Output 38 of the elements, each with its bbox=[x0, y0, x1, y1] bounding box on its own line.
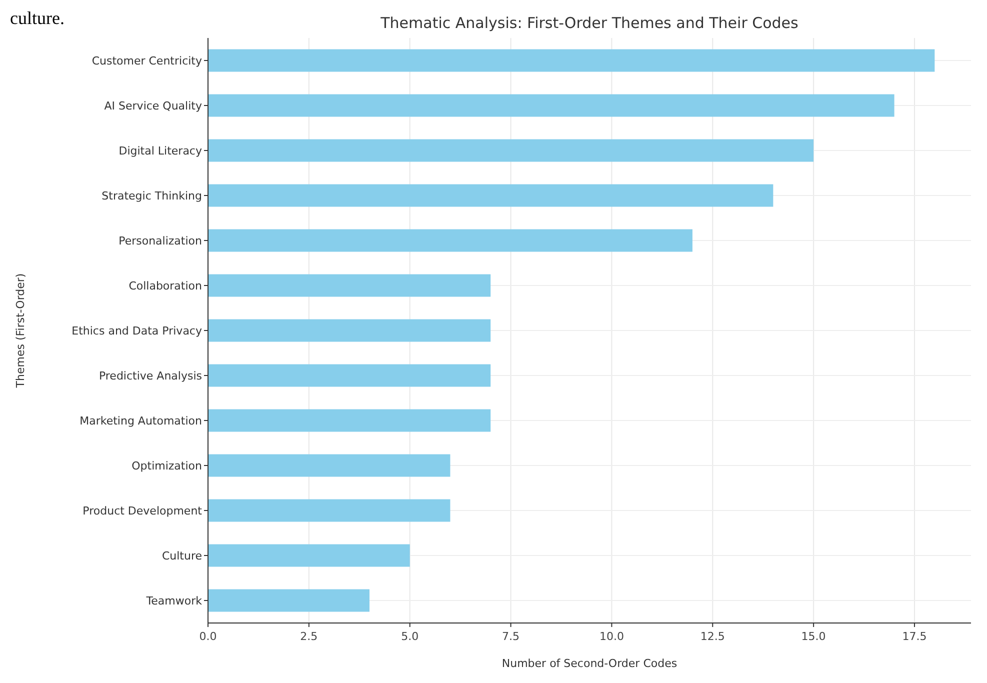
y-tick-label: Customer Centricity bbox=[92, 54, 202, 68]
bar bbox=[208, 364, 491, 387]
x-tick-label: 15.0 bbox=[801, 630, 826, 643]
x-tick-label: 5.0 bbox=[401, 630, 419, 643]
x-tick-label: 2.5 bbox=[300, 630, 318, 643]
bar bbox=[208, 139, 814, 162]
bar bbox=[208, 229, 692, 252]
y-tick-label: Predictive Analysis bbox=[98, 370, 202, 382]
x-tick-label: 7.5 bbox=[502, 630, 520, 643]
x-axis-title: Number of Second-Order Codes bbox=[502, 657, 678, 670]
y-tick-label: AI Service Quality bbox=[104, 100, 202, 112]
chart-title: Thematic Analysis: First-Order Themes and Their Codes bbox=[380, 14, 799, 32]
y-tick-label: Optimization bbox=[132, 460, 202, 472]
y-tick-label: Marketing Automation bbox=[80, 414, 202, 428]
bar bbox=[208, 94, 894, 117]
y-tick-label: Collaboration bbox=[128, 280, 202, 292]
bar bbox=[208, 454, 450, 477]
y-axis-title: Themes (First-Order) bbox=[14, 273, 27, 389]
bar bbox=[208, 589, 370, 612]
x-tick-label: 12.5 bbox=[700, 630, 725, 643]
text: culture. bbox=[10, 8, 64, 28]
bar bbox=[208, 49, 935, 72]
x-tick-label: 10.0 bbox=[599, 630, 624, 643]
bar bbox=[208, 274, 491, 297]
bar bbox=[208, 184, 774, 207]
y-tick-label: Personalization bbox=[118, 234, 202, 248]
x-tick-label: 0.0 bbox=[199, 630, 217, 643]
bar bbox=[208, 544, 410, 567]
x-tick-label: 17.5 bbox=[902, 630, 927, 643]
bar bbox=[208, 409, 491, 432]
y-tick-label: Ethics and Data Privacy bbox=[72, 324, 202, 338]
y-tick-label: Product Development bbox=[82, 504, 203, 518]
bar bbox=[208, 319, 491, 342]
y-tick-label: Digital Literacy bbox=[118, 144, 202, 158]
y-tick-label: Teamwork bbox=[145, 594, 203, 608]
y-tick-label: Strategic Thinking bbox=[102, 190, 202, 202]
y-tick-label: Culture bbox=[162, 550, 202, 562]
bar bbox=[208, 499, 450, 522]
